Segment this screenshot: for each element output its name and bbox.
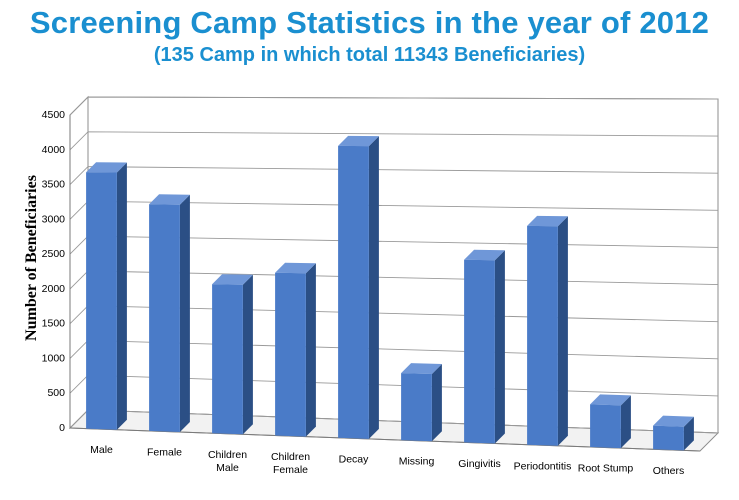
x-tick-label: Children Male bbox=[208, 449, 247, 474]
y-tick-label: 0 bbox=[59, 422, 65, 434]
bar-front bbox=[401, 373, 432, 442]
bar-female bbox=[149, 194, 190, 432]
bar-missing bbox=[401, 363, 442, 442]
gridline bbox=[69, 131, 719, 151]
y-tick-label: 1000 bbox=[42, 352, 66, 364]
bar-side bbox=[431, 364, 442, 442]
x-tick-label: Decay bbox=[339, 453, 370, 465]
y-tick-label: 3000 bbox=[42, 213, 66, 225]
bar-top bbox=[590, 394, 631, 406]
bar-front bbox=[338, 145, 369, 439]
y-tick-label: 2500 bbox=[42, 248, 66, 260]
bar-front bbox=[212, 284, 243, 435]
y-tick-label: 500 bbox=[47, 387, 65, 399]
x-tick-label: Others bbox=[653, 465, 685, 477]
bar-side bbox=[494, 250, 505, 444]
gridline bbox=[69, 96, 719, 116]
bar-male bbox=[86, 162, 127, 430]
bar-children-male bbox=[212, 274, 253, 435]
bar-top bbox=[338, 135, 379, 147]
x-tick-label: Female bbox=[147, 446, 182, 458]
bar-side bbox=[305, 263, 316, 437]
x-tick-label: Root Stump bbox=[578, 463, 634, 475]
x-tick-label: Gingivitis bbox=[458, 458, 501, 470]
bar-front bbox=[149, 204, 180, 432]
y-tick-label: 2000 bbox=[42, 283, 66, 295]
bar-front bbox=[464, 259, 495, 444]
y-tick-label: 4000 bbox=[42, 144, 66, 156]
bar-side bbox=[116, 162, 127, 430]
bar-front bbox=[527, 225, 558, 446]
x-tick-label: Children Female bbox=[271, 451, 310, 476]
bar-others bbox=[653, 415, 694, 451]
bar-gingivitis bbox=[464, 249, 505, 444]
bar-top bbox=[86, 162, 127, 173]
bar-top bbox=[653, 415, 694, 427]
bar-root-stump bbox=[590, 394, 631, 449]
bar-front bbox=[590, 404, 621, 449]
y-tick-label: 3500 bbox=[42, 179, 66, 191]
x-tick-label: Male bbox=[90, 444, 113, 456]
bar-top bbox=[212, 274, 253, 285]
chart-title: Screening Camp Statistics in the year of… bbox=[29, 5, 710, 40]
bar-decay bbox=[338, 135, 379, 439]
bar-front bbox=[653, 425, 684, 451]
gridline bbox=[69, 166, 719, 185]
bar-front bbox=[86, 172, 117, 430]
bar-side bbox=[683, 416, 694, 451]
bar-top bbox=[275, 262, 316, 274]
bar-side bbox=[368, 136, 379, 439]
y-tick-label: 4500 bbox=[42, 109, 66, 121]
bar-top bbox=[464, 249, 505, 261]
chart-subtitle: (135 Camp in which total 11343 Beneficia… bbox=[153, 44, 586, 66]
bar-periodontitis bbox=[527, 215, 568, 446]
bar-side bbox=[620, 395, 631, 449]
x-tick-label: Periodontitis bbox=[514, 460, 572, 472]
bar-front bbox=[275, 272, 306, 437]
bar-side bbox=[242, 274, 253, 435]
bar-side bbox=[179, 194, 190, 432]
y-tick-label: 1500 bbox=[42, 318, 66, 330]
bar-top bbox=[527, 215, 568, 227]
x-tick-label: Missing bbox=[399, 456, 435, 468]
bar-top bbox=[401, 363, 442, 374]
bar-children-female bbox=[275, 262, 316, 437]
bar-top bbox=[149, 194, 190, 205]
bar-side bbox=[557, 216, 568, 446]
